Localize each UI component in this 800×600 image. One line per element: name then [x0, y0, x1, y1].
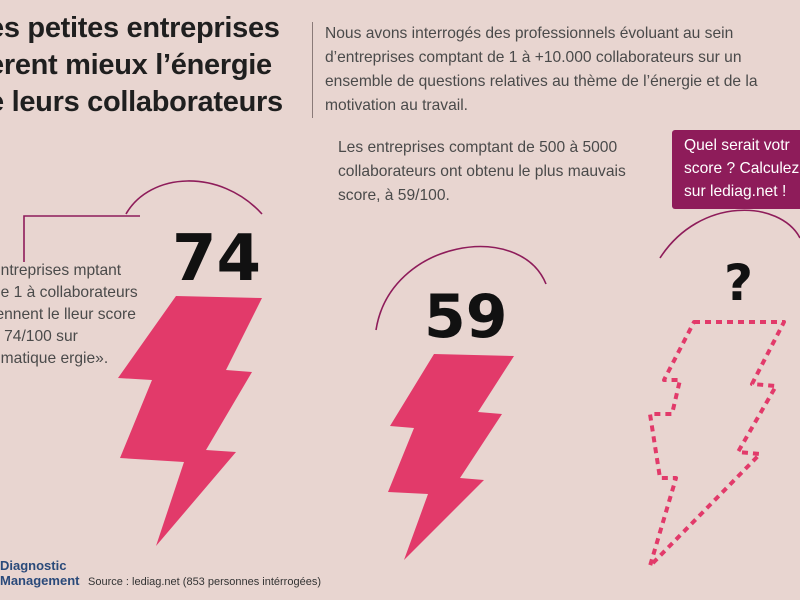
- title-line-3: e leurs collaborateurs: [0, 86, 283, 118]
- bolt-74-icon: [118, 296, 262, 546]
- title-line-1: es petites entreprises: [0, 12, 280, 44]
- arc-59: [375, 245, 547, 331]
- worst-score-note: Les entreprises comptant de 500 à 5000 c…: [338, 139, 626, 204]
- callout-text: Quel serait votr score ? Calculez sur le…: [684, 137, 800, 200]
- arc-74: [125, 180, 263, 215]
- score-best: 74: [172, 222, 262, 296]
- score-unknown: ?: [724, 254, 754, 312]
- divider: [312, 22, 313, 118]
- page-title: es petites entreprises èrent mieux l’éne…: [0, 10, 293, 121]
- arc-question: [659, 209, 800, 259]
- logo-line-2: Management: [0, 573, 80, 588]
- bolt-outline-icon: [648, 320, 786, 568]
- source-text: Source : lediag.net (853 personnes intér…: [88, 576, 321, 588]
- logo-line-1: Diagnostic: [0, 558, 67, 573]
- intro-text: Nous avons interrogés des professionnels…: [325, 25, 758, 114]
- logo: Diagnostic Management: [0, 558, 79, 588]
- connector-line-74: [23, 215, 140, 262]
- score-worst: 59: [424, 282, 508, 352]
- callout-box: [672, 130, 800, 209]
- bolt-59-icon: [388, 354, 514, 560]
- best-score-note: entreprises mptant de 1 à collaborateurs…: [0, 262, 138, 367]
- title-line-2: èrent mieux l’énergie: [0, 49, 272, 81]
